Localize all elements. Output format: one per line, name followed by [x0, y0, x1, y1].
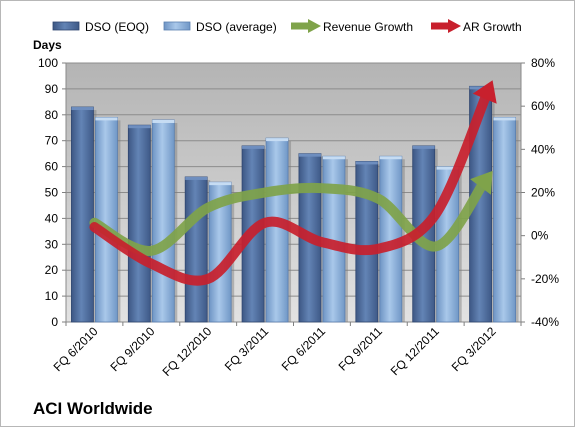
y-tick-label: 60 [45, 160, 59, 174]
bar-top [298, 153, 321, 157]
bar [184, 176, 208, 323]
y2-tick-label: 60% [531, 99, 555, 113]
legend-label: DSO (average) [196, 20, 277, 34]
y-axis-title: Days [33, 38, 62, 52]
bar-top [322, 156, 345, 160]
x-tick-label: FQ 9/2011 [336, 324, 386, 374]
bar-top [242, 145, 265, 149]
y-tick-label: 30 [45, 237, 59, 251]
legend-swatch [163, 21, 191, 31]
bar-top [436, 166, 459, 170]
bar-top [128, 125, 151, 129]
y2-tick-label: 40% [531, 142, 555, 156]
x-tick-label: FQ 6/2010 [51, 324, 101, 374]
bar [493, 116, 516, 323]
growth-line [89, 177, 490, 256]
bar-top [412, 145, 435, 149]
legend-arrowhead [448, 19, 461, 33]
bar-top [379, 156, 402, 160]
x-tick-label: FQ 3/2011 [222, 324, 272, 374]
y-tick-label: 0 [51, 315, 58, 329]
y-tick-label: 40 [45, 211, 59, 225]
growth-lines [89, 80, 497, 286]
bar-top [493, 117, 516, 121]
x-tick-label: FQ 9/2010 [107, 324, 157, 374]
x-tick-label: FQ 6/2011 [279, 324, 329, 374]
bar-top [469, 86, 492, 90]
y2-tick-label: -40% [531, 315, 559, 329]
bar-top [185, 176, 208, 180]
y2-tick-label: 0% [531, 229, 549, 243]
bar-top [355, 161, 378, 165]
bar-top [71, 107, 94, 111]
y-tick-label: 90 [45, 82, 59, 96]
y-tick-label: 50 [45, 186, 59, 200]
x-tick-label: FQ 12/2010 [160, 324, 215, 379]
bar [71, 106, 94, 323]
legend-label: Revenue Growth [323, 20, 413, 34]
bar-top [209, 182, 232, 186]
y-tick-label: 10 [45, 289, 59, 303]
legend: DSO (EOQ) DSO (average) Revenue Growth AR G… [52, 19, 522, 34]
y-tick-label: 100 [38, 56, 58, 70]
x-tick-label: FQ 3/2012 [449, 324, 499, 374]
bar [151, 119, 175, 323]
y2-tick-label: 80% [531, 56, 555, 70]
y2-tick-label: -20% [531, 272, 559, 286]
chart-title: ACI Worldwide [33, 399, 153, 418]
y-tick-label: 20 [45, 263, 59, 277]
bar-top [266, 138, 289, 142]
legend-label: DSO (EOQ) [85, 20, 149, 34]
growth-arrowhead [470, 170, 493, 195]
y2-tick-label: 20% [531, 186, 555, 200]
growth-line [89, 88, 493, 286]
x-tick-label: FQ 12/2011 [388, 324, 442, 378]
y-tick-label: 70 [45, 134, 59, 148]
bar [265, 137, 289, 323]
growth-arrowhead [472, 80, 497, 104]
bar [127, 124, 151, 323]
legend-swatch [52, 21, 80, 31]
legend-label: AR Growth [463, 20, 522, 34]
legend-arrowhead [308, 19, 321, 33]
y-tick-label: 80 [45, 108, 59, 122]
bar-top [95, 117, 118, 121]
bar [355, 161, 379, 323]
bar-top [152, 119, 175, 123]
